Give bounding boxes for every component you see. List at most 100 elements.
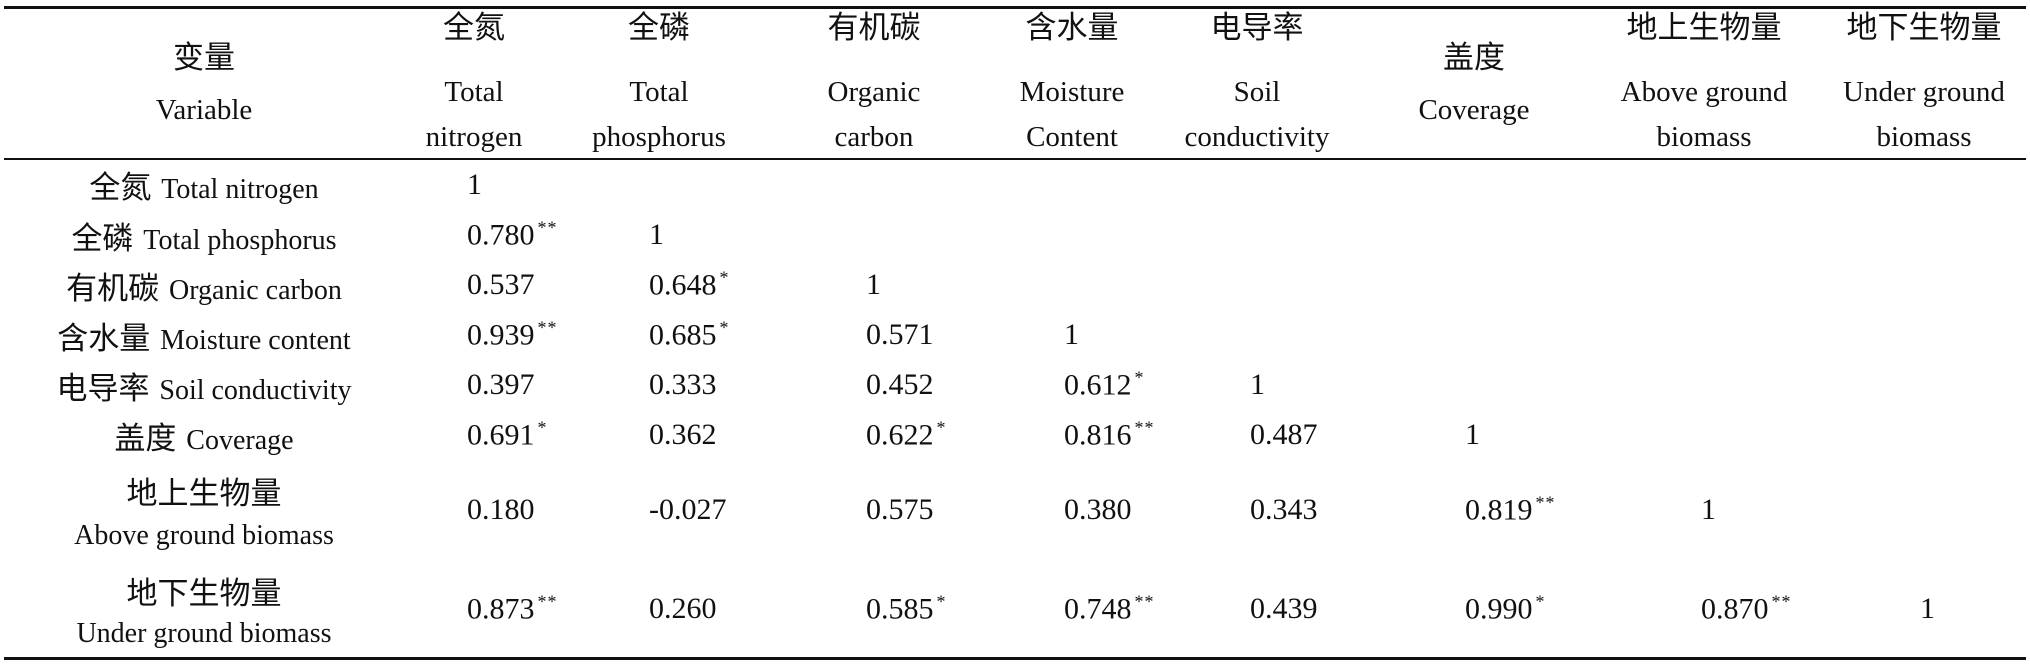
- row-label: 地下生物量 Under ground biomass: [4, 560, 404, 658]
- header-label-en-line: carbon: [834, 121, 914, 153]
- cell-value: -0.027: [649, 493, 727, 526]
- header-label-en-line: nitrogen: [425, 121, 523, 153]
- row-label: 电导率 Soil conductivity: [4, 360, 404, 410]
- cell-value: 0.585: [866, 592, 934, 626]
- cell-value: 0.816: [1064, 418, 1132, 452]
- header-label-en-line: Total: [629, 76, 689, 108]
- header-label-en-line: Above ground: [1620, 76, 1788, 108]
- table-cell: 0.575: [866, 493, 934, 527]
- table-cell: 1: [1701, 493, 1716, 527]
- table-cell: 0.343: [1250, 493, 1318, 527]
- header-label-zh: 盖度: [1443, 39, 1505, 76]
- cell-value: 0.397: [467, 368, 535, 401]
- header-cell: 盖度 Coverage: [1374, 9, 1574, 158]
- header-label-en: Total nitrogen: [426, 78, 523, 152]
- header-label-en-line: biomass: [1656, 121, 1752, 153]
- table-cell: -0.027: [649, 493, 727, 527]
- row-label-text: 全磷 Total phosphorus: [71, 213, 336, 258]
- header-cell: 全磷 Total phosphorus: [559, 9, 759, 158]
- header-label-en-line: Soil: [1233, 76, 1281, 108]
- cell-value: 0.575: [866, 493, 934, 526]
- row-label-text: 有机碳 Organic carbon: [66, 263, 342, 308]
- table-cell: 0.612 *: [1064, 368, 1145, 403]
- row-label-en: Total nitrogen: [161, 174, 319, 205]
- header-label-en: Under ground biomass: [1843, 78, 2005, 152]
- header-label-zh: 全磷: [628, 10, 690, 46]
- header-label-en-line: conductivity: [1184, 121, 1330, 153]
- row-label-en: Under ground biomass: [76, 618, 332, 649]
- header-label-zh: 全氮: [443, 10, 505, 46]
- header-label-en-line: Organic: [827, 76, 921, 108]
- row-label-text: 全氮 Total nitrogen: [89, 162, 318, 207]
- header-label-en: Coverage: [1418, 95, 1529, 125]
- top-rule: [4, 6, 2026, 9]
- header-label-en: Above ground biomass: [1621, 78, 1788, 152]
- table-cell: 1: [866, 268, 881, 302]
- table-cell: 0.691 *: [467, 418, 548, 453]
- correlation-table: 变量 Variable 全氮 Total nitrogen 全磷 Total phosphor…: [4, 6, 2026, 666]
- cell-value: 0.691: [467, 418, 535, 452]
- cell-value: 1: [1465, 418, 1480, 451]
- significance-mark: **: [1134, 417, 1155, 438]
- header-label-zh: 地下生物量: [1846, 10, 2002, 46]
- header-label-en: Total phosphorus: [592, 78, 726, 152]
- header-label-zh: 含水量: [1025, 10, 1119, 46]
- significance-mark: **: [1771, 591, 1792, 612]
- row-label-zh: 全磷: [71, 220, 144, 257]
- bottom-rule: [4, 657, 2026, 660]
- table-cell: 0.397: [467, 368, 535, 402]
- header-label-zh: 变量: [173, 39, 235, 76]
- row-label-en: Soil conductivity: [159, 374, 352, 406]
- significance-mark: *: [719, 267, 730, 288]
- table-cell: 0.452: [866, 368, 934, 402]
- header-label-en-line: Under ground: [1843, 76, 2005, 108]
- cell-value: 0.260: [649, 592, 717, 625]
- table-cell: 0.537: [467, 268, 535, 302]
- table-cell: 0.260: [649, 592, 717, 626]
- row-label-zh: 全氮: [89, 170, 162, 206]
- header-label-en-line: Moisture: [1019, 76, 1125, 108]
- table-cell: 1: [1064, 318, 1079, 352]
- table-cell: 0.819 **: [1465, 493, 1556, 528]
- significance-mark: *: [1535, 591, 1546, 612]
- cell-value: 0.748: [1064, 592, 1132, 626]
- cell-value: 0.648: [649, 268, 717, 302]
- cell-value: 1: [1920, 592, 1935, 625]
- table-cell: 0.180: [467, 493, 535, 527]
- significance-mark: **: [537, 217, 558, 238]
- cell-value: 0.487: [1250, 418, 1318, 451]
- header-cell: 全氮 Total nitrogen: [394, 9, 554, 158]
- row-label: 有机碳 Organic carbon: [4, 260, 404, 310]
- cell-value: 1: [467, 167, 482, 201]
- table-cell: 0.333: [649, 368, 717, 402]
- header-label-en-line: Variable: [155, 93, 253, 126]
- row-label-en: Moisture content: [160, 324, 351, 356]
- cell-value: 0.990: [1465, 592, 1533, 626]
- header-label-en-line: biomass: [1876, 121, 1972, 153]
- row-label-zh: 有机碳: [66, 270, 169, 307]
- cell-value: 0.537: [467, 268, 535, 301]
- row-label-en: Total phosphorus: [143, 224, 337, 256]
- row-label: 地上生物量 Above ground biomass: [4, 460, 404, 560]
- header-label-zh: 地上生物量: [1626, 10, 1782, 46]
- header-cell: 变量 Variable: [4, 9, 404, 158]
- row-label-zh: 电导率: [56, 370, 160, 407]
- cell-value: 0.362: [649, 418, 717, 451]
- row-label-en: Above ground biomass: [74, 520, 334, 551]
- cell-value: 1: [1701, 493, 1716, 526]
- row-label-text: 电导率 Soil conductivity: [57, 363, 352, 408]
- header-label-zh: 有机碳: [827, 10, 921, 46]
- cell-value: 1: [1064, 318, 1079, 351]
- row-label-en: Coverage: [186, 424, 294, 456]
- table-cell: 0.748 **: [1064, 592, 1155, 627]
- significance-mark: **: [537, 591, 558, 612]
- cell-value: 0.685: [649, 318, 717, 352]
- significance-mark: **: [537, 317, 558, 338]
- table-cell: 0.622 *: [866, 418, 947, 453]
- row-label-zh: 地下生物量: [126, 576, 282, 612]
- cell-value: 0.939: [467, 318, 535, 352]
- header-cell: 含水量 Moisture Content: [982, 9, 1162, 158]
- table-cell: 0.685 *: [649, 318, 730, 353]
- header-label-en-line: Total: [444, 76, 504, 108]
- row-label-text: 盖度 Coverage: [114, 413, 293, 458]
